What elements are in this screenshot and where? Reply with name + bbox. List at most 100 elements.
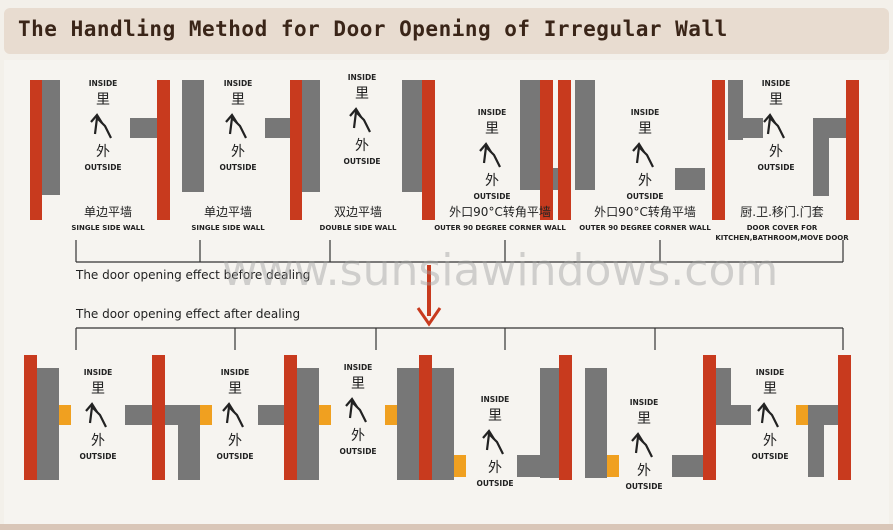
- outside-label: OUTSIDE: [339, 447, 376, 456]
- door-swing-icon: [632, 142, 654, 168]
- frame-post: [152, 355, 165, 480]
- caption-cn: 外口90°C转角平墙: [594, 204, 696, 219]
- door-swing-path: [634, 434, 653, 458]
- caption-en: SINGLE SIDE WALL: [71, 224, 145, 232]
- outside-cn-label: 外: [763, 433, 777, 449]
- watermark: www.sunsiawindows.com: [222, 245, 779, 296]
- door-swing-path: [635, 144, 654, 168]
- outside-cn-label: 外: [96, 144, 110, 160]
- inside-label: INSIDE: [221, 368, 250, 377]
- wall-block: [38, 80, 60, 195]
- inside-cn-label: 里: [355, 86, 369, 102]
- inside-cn-label: 里: [763, 381, 777, 397]
- wall-block: [182, 80, 204, 192]
- wall-block: [813, 118, 829, 196]
- inside-cn-label: 里: [638, 121, 652, 137]
- door-swing-arrowhead: [631, 432, 644, 443]
- door-swing-arrowhead: [225, 113, 238, 124]
- outside-label: OUTSIDE: [219, 163, 256, 172]
- frame-post: [838, 355, 851, 480]
- outside-cn-label: 外: [488, 460, 502, 476]
- wall-block: [298, 80, 320, 192]
- frame-post: [712, 80, 725, 220]
- inside-label: INSIDE: [481, 395, 510, 404]
- wall-block: [716, 405, 751, 425]
- wall-block: [125, 405, 155, 425]
- frame-post: [30, 80, 42, 220]
- wall-block: [258, 405, 288, 425]
- door-swing-icon: [90, 113, 112, 139]
- outside-label: OUTSIDE: [84, 163, 121, 172]
- inside-cn-label: 里: [91, 381, 105, 397]
- outside-label: OUTSIDE: [751, 452, 788, 461]
- wall-block: [808, 405, 824, 477]
- door-swing-path: [485, 431, 504, 455]
- door-swing-path: [352, 109, 371, 133]
- door-swing-arrowhead: [85, 402, 98, 413]
- inside-cn-label: 里: [96, 92, 110, 108]
- page-title: The Handling Method for Door Opening of …: [18, 17, 728, 41]
- wall-block: [520, 80, 540, 190]
- outside-label: OUTSIDE: [625, 482, 662, 491]
- door-swing-path: [760, 404, 779, 428]
- trim-strip: [385, 405, 397, 425]
- outside-cn-label: 外: [355, 138, 369, 154]
- inside-label: INSIDE: [348, 73, 377, 82]
- inside-label: INSIDE: [756, 368, 785, 377]
- outside-label: OUTSIDE: [216, 452, 253, 461]
- door-swing-icon: [222, 402, 244, 428]
- outside-cn-label: 外: [91, 433, 105, 449]
- inside-label: INSIDE: [762, 79, 791, 88]
- inside-label: INSIDE: [224, 79, 253, 88]
- wall-block: [672, 455, 707, 477]
- outside-label: OUTSIDE: [473, 192, 510, 201]
- inside-cn-label: 里: [769, 92, 783, 108]
- door-swing-icon: [225, 113, 247, 139]
- frame-post: [419, 355, 432, 480]
- door-swing-path: [766, 115, 785, 139]
- door-swing-arrowhead: [632, 142, 645, 153]
- door-swing-arrowhead: [757, 402, 770, 413]
- caption-cn: 单边平墙: [84, 205, 132, 219]
- wall-block: [397, 368, 419, 480]
- down-arrow-head: [416, 307, 442, 327]
- door-swing-icon: [479, 142, 501, 168]
- door-swing-icon: [757, 402, 779, 428]
- caption-en: OUTER 90 DEGREE CORNER WALL: [434, 224, 566, 232]
- trim-strip: [607, 455, 619, 477]
- title-bar: The Handling Method for Door Opening of …: [4, 8, 889, 54]
- outside-cn-label: 外: [485, 173, 499, 189]
- frame-post: [846, 80, 859, 220]
- frame-post: [540, 80, 553, 220]
- outside-cn-label: 外: [638, 173, 652, 189]
- caption-en: DOUBLE SIDE WALL: [320, 224, 397, 232]
- door-swing-icon: [482, 429, 504, 455]
- door-swing-path: [348, 399, 367, 423]
- wall-block: [575, 80, 595, 190]
- caption-cn: 双边平墙: [334, 205, 382, 219]
- outside-cn-label: 外: [351, 428, 365, 444]
- outside-cn-label: 外: [769, 144, 783, 160]
- frame-post: [559, 355, 572, 480]
- door-swing-icon: [763, 113, 785, 139]
- before-dealing-label: The door opening effect before dealing: [75, 268, 310, 282]
- door-swing-arrowhead: [763, 113, 776, 124]
- outside-label: OUTSIDE: [343, 157, 380, 166]
- door-swing-path: [482, 144, 501, 168]
- door-swing-path: [225, 404, 244, 428]
- inside-cn-label: 里: [228, 381, 242, 397]
- trim-strip: [319, 405, 331, 425]
- caption-en-2: KITCHEN,BATHROOM,MOVE DOOR: [715, 234, 849, 242]
- door-swing-arrowhead: [479, 142, 492, 153]
- outside-label: OUTSIDE: [79, 452, 116, 461]
- inside-label: INSIDE: [344, 363, 373, 372]
- wall-block: [178, 405, 200, 480]
- caption-cn: 厨.卫.移门.门套: [740, 204, 823, 219]
- trim-strip: [200, 405, 212, 425]
- inside-label: INSIDE: [84, 368, 113, 377]
- inside-label: INSIDE: [89, 79, 118, 88]
- frame-post: [290, 80, 302, 220]
- wall-block: [265, 118, 291, 138]
- trim-strip: [59, 405, 71, 425]
